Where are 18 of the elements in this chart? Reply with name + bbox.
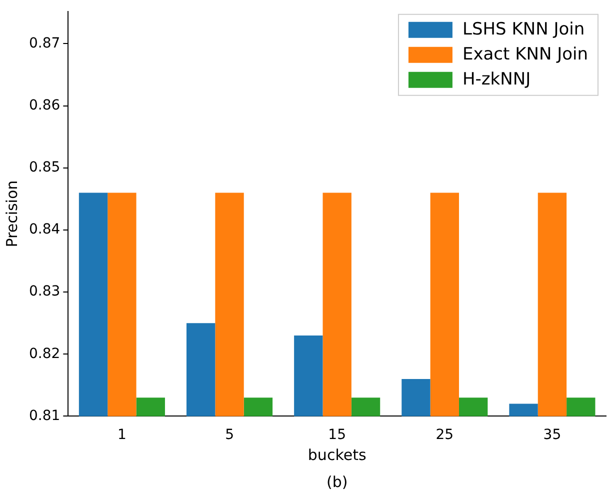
legend-label: LSHS KNN Join — [462, 19, 585, 40]
y-tick-label: 0.82 — [29, 346, 60, 362]
legend-label: H-zkNNJ — [462, 69, 531, 90]
y-tick-label: 0.86 — [29, 97, 60, 114]
y-axis-title: Precision — [2, 180, 21, 248]
x-axis-title: buckets — [308, 446, 366, 464]
y-tick-label: 0.84 — [29, 222, 60, 238]
y-tick-label: 0.85 — [29, 159, 60, 176]
x-tick-label: 1 — [117, 427, 126, 444]
legend-label: Exact KNN Join — [462, 44, 588, 64]
x-tick-label: 35 — [543, 427, 562, 444]
x-tick-label: 5 — [225, 427, 234, 444]
y-tick-label: 0.87 — [29, 35, 60, 52]
y-tick-label: 0.83 — [29, 284, 60, 300]
y-tick-label: 0.81 — [29, 408, 60, 424]
text: (b) — [326, 473, 348, 491]
x-tick-label: 15 — [328, 427, 346, 444]
x-tick-label: 25 — [436, 427, 454, 444]
